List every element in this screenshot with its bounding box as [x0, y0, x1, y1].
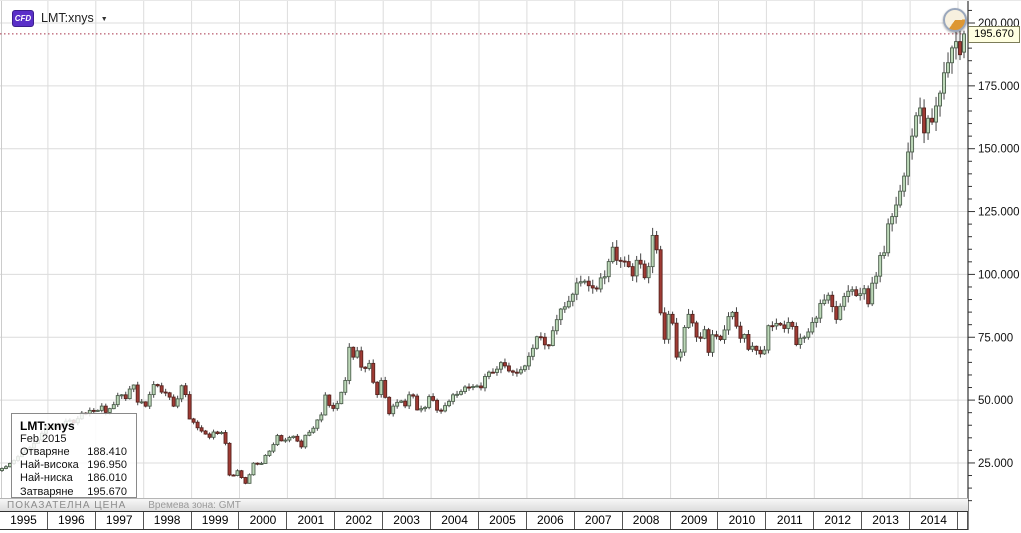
y-axis-price-label: 100.000 [978, 269, 1020, 281]
y-axis-price-label: 75.000 [978, 332, 1013, 344]
x-axis-year-label: 2009 [671, 512, 719, 529]
y-axis-price-label: 125.000 [978, 207, 1020, 219]
indicative-price-label: ПОКАЗАТЕЛНА ЦЕНА [7, 499, 127, 511]
close-value: 195.670 [87, 485, 127, 498]
x-axis-year-label: 1997 [96, 512, 144, 529]
session-clock-icon[interactable] [943, 8, 967, 32]
cfd-badge-icon: CFD [12, 9, 34, 27]
x-axis-year-label: 1998 [144, 512, 192, 529]
x-axis-year-label: 2008 [623, 512, 671, 529]
status-bar: ПОКАЗАТЕЛНА ЦЕНА Времева зона: GMT [0, 498, 968, 511]
tooltip-high-row: Най-висока 196.950 [20, 459, 127, 472]
x-axis-year-label: 2010 [719, 512, 767, 529]
chevron-down-icon: ▼ [100, 15, 108, 23]
x-axis-year-label: 2001 [287, 512, 336, 529]
x-axis-year-label: 2014 [910, 512, 958, 529]
x-axis-year-label: 1999 [192, 512, 240, 529]
ohlc-tooltip: LMT:xnys Feb 2015 Отваряне 188.410 Най-в… [11, 413, 137, 498]
open-label: Отваряне [20, 446, 70, 458]
x-axis-year-label: 2003 [383, 512, 432, 529]
tooltip-low-row: Най-ниска 186.010 [20, 472, 127, 485]
x-axis-partial-cell [958, 512, 968, 529]
x-axis-year-label: 1995 [0, 512, 48, 529]
x-axis-year-label: 2002 [335, 512, 384, 529]
tooltip-period: Feb 2015 [20, 433, 67, 445]
tooltip-symbol: LMT:xnys [20, 419, 75, 433]
timezone-label: Времева зона: GMT [148, 499, 241, 511]
symbol-label: LMT:xnys [41, 11, 94, 25]
x-axis-year-label: 2012 [814, 512, 863, 529]
y-axis-price-label: 175.000 [978, 81, 1020, 93]
low-value: 186.010 [87, 472, 127, 485]
x-axis-year-label: 1996 [48, 512, 96, 529]
x-axis-year-label: 2004 [431, 512, 479, 529]
x-axis-year-label: 2005 [479, 512, 527, 529]
close-label: Затваряне [20, 485, 74, 498]
time-axis[interactable]: 1995 1996 1997 1998 1999 2000 2001 2002 2003 2004… [0, 511, 968, 530]
tooltip-open-row: Отваряне 188.410 [20, 446, 127, 459]
x-axis-year-label: 2007 [575, 512, 623, 529]
symbol-selector[interactable]: CFD LMT:xnys ▼ [12, 8, 108, 28]
tooltip-close-row: Затваряне 195.670 [20, 486, 127, 499]
high-label: Най-висока [20, 459, 79, 472]
high-value: 196.950 [87, 459, 127, 472]
y-axis-price-label: 50.000 [978, 395, 1013, 407]
x-axis-year-label: 2006 [527, 512, 575, 529]
x-axis-year-label: 2011 [766, 512, 815, 529]
x-axis-year-label: 2013 [862, 512, 911, 529]
x-axis-year-label: 2000 [240, 512, 288, 529]
y-axis-price-label: 150.000 [978, 144, 1020, 156]
open-value: 188.410 [87, 446, 127, 458]
current-price-label: 195.670 [968, 26, 1020, 43]
y-axis-price-label: 25.000 [978, 458, 1013, 470]
low-label: Най-ниска [20, 472, 73, 485]
